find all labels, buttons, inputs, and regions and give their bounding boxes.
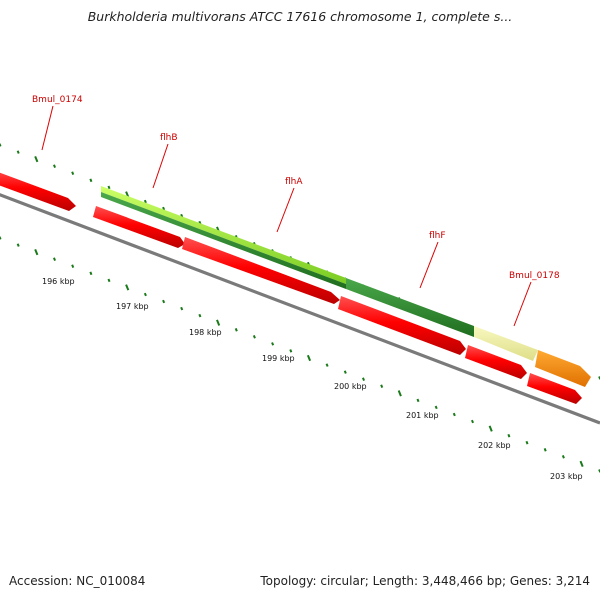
gene-segment-pale-yellow[interactable] xyxy=(474,326,538,361)
genome-backbone xyxy=(0,193,600,425)
minor-tick xyxy=(452,412,456,417)
major-tick xyxy=(34,248,39,256)
kbp-label: 198 kbp xyxy=(189,328,222,337)
accession-text: Accession: NC_010084 xyxy=(9,574,146,588)
minor-tick xyxy=(71,264,75,268)
genome-stats-text: Topology: circular; Length: 3,448,466 bp… xyxy=(260,574,590,588)
feature-band xyxy=(101,186,591,387)
cds-arrow[interactable] xyxy=(93,206,185,248)
minor-tick xyxy=(380,384,384,388)
gene-segment-dark-green[interactable] xyxy=(346,278,474,337)
minor-tick xyxy=(416,398,420,403)
gene-labels: Bmul_0174 flhB flhA flhF Bmul_0178 xyxy=(32,95,560,327)
cds-arrow[interactable] xyxy=(338,296,466,355)
gene-label-flhf[interactable]: flhF xyxy=(429,231,446,241)
gene-segment-orange[interactable] xyxy=(535,350,591,387)
minor-tick xyxy=(198,313,202,318)
minor-tick xyxy=(16,243,20,247)
map-title: Burkholderia multivorans ATCC 17616 chro… xyxy=(87,9,513,24)
minor-tick xyxy=(234,328,238,332)
kbp-scale-labels: 196 kbp 197 kbp 198 kbp 199 kbp 200 kbp … xyxy=(42,277,583,481)
minor-tick xyxy=(107,185,111,190)
gene-label-flhb[interactable]: flhB xyxy=(160,133,178,143)
minor-tick xyxy=(525,440,529,445)
minor-tick xyxy=(180,213,184,218)
kbp-label: 200 kbp xyxy=(334,382,367,391)
major-tick xyxy=(306,354,312,362)
minor-tick xyxy=(16,150,20,154)
minor-tick xyxy=(143,199,147,204)
cds-arrow[interactable] xyxy=(182,237,340,304)
cds-arrow[interactable] xyxy=(465,345,527,379)
cds-arrows xyxy=(0,169,582,404)
minor-tick xyxy=(0,236,2,240)
minor-tick xyxy=(325,363,329,367)
gene-segment-light-green[interactable] xyxy=(101,186,346,284)
minor-tick xyxy=(343,370,347,374)
minor-tick xyxy=(0,143,2,147)
minor-tick xyxy=(162,206,166,211)
minor-tick xyxy=(271,342,275,346)
minor-tick xyxy=(180,306,184,311)
cds-arrow[interactable] xyxy=(0,169,76,211)
minor-tick xyxy=(143,292,147,297)
gene-label-bmul-0174[interactable]: Bmul_0174 xyxy=(32,95,83,105)
gene-label-flha[interactable]: flhA xyxy=(285,177,303,187)
kbp-label: 203 kbp xyxy=(550,472,583,481)
minor-tick xyxy=(543,448,547,452)
minor-tick xyxy=(107,278,111,283)
minor-tick xyxy=(89,271,93,276)
major-tick xyxy=(125,284,130,291)
major-tick xyxy=(488,425,493,432)
minor-tick xyxy=(71,171,75,175)
kbp-label: 197 kbp xyxy=(116,302,149,311)
minor-tick xyxy=(507,433,511,438)
leader-line xyxy=(276,187,295,233)
gene-segment-green-1[interactable] xyxy=(101,192,346,289)
minor-tick xyxy=(289,349,293,353)
major-tick xyxy=(34,155,39,163)
major-tick xyxy=(125,191,130,198)
kbp-label: 202 kbp xyxy=(478,441,511,450)
kbp-label: 201 kbp xyxy=(406,411,439,420)
major-tick xyxy=(397,390,402,397)
kbp-label: 199 kbp xyxy=(262,354,295,363)
gene-label-bmul-0178[interactable]: Bmul_0178 xyxy=(509,271,560,281)
major-tick xyxy=(216,319,221,326)
leader-line xyxy=(513,281,532,327)
cds-arrow[interactable] xyxy=(527,373,582,404)
kbp-label: 196 kbp xyxy=(42,277,75,286)
leader-line xyxy=(419,241,439,289)
minor-tick xyxy=(53,164,56,168)
minor-tick xyxy=(162,299,166,304)
minor-tick xyxy=(362,377,365,381)
minor-tick xyxy=(53,257,56,261)
minor-tick xyxy=(561,455,565,459)
minor-tick xyxy=(89,178,93,183)
minor-tick xyxy=(471,419,474,424)
minor-tick xyxy=(252,335,256,339)
minor-tick xyxy=(434,405,438,410)
major-tick xyxy=(579,460,584,468)
leader-line xyxy=(152,143,169,189)
leader-line xyxy=(41,105,54,151)
